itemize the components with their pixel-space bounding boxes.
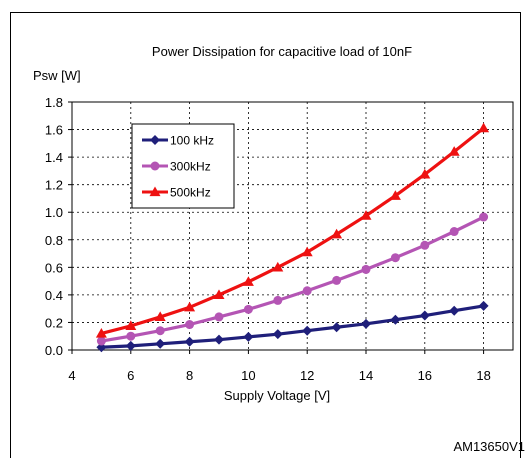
y-tick-label: 1.8 — [45, 95, 63, 110]
chart-title: Power Dissipation for capacitive load of… — [152, 44, 412, 59]
x-tick-label: 12 — [300, 368, 314, 383]
y-tick-label: 1.2 — [45, 178, 63, 193]
figure-id: AM13650V1 — [453, 439, 525, 454]
data-point — [449, 305, 460, 316]
y-tick-label: 1.0 — [45, 205, 63, 220]
data-point — [390, 253, 400, 263]
data-point — [390, 314, 401, 325]
series-line — [101, 215, 485, 343]
figure-frame — [10, 12, 521, 458]
series-0 — [96, 300, 489, 353]
y-axis-label: Psw [W] — [33, 68, 81, 83]
legend-label: 300kHz — [170, 160, 211, 174]
plot-area — [71, 101, 514, 351]
data-point — [360, 210, 372, 220]
data-point — [214, 312, 224, 322]
data-point — [332, 275, 342, 285]
data-point — [479, 212, 489, 222]
data-point — [389, 190, 401, 200]
data-point — [184, 336, 195, 347]
y-tick-label: 0.8 — [45, 233, 63, 248]
axis-ticks: 4 6 8 10 12 14 16 18 0.0 0.2 0.4 0.6 0.8 1.0 1.2 1.4 1.6… — [45, 95, 491, 383]
data-point — [242, 276, 254, 286]
x-axis-label: Supply Voltage [V] — [224, 388, 330, 403]
data-point — [125, 320, 137, 331]
data-point — [273, 295, 283, 305]
data-point — [96, 336, 106, 346]
data-point — [478, 300, 489, 311]
legend-item: 500kHz — [142, 186, 211, 200]
data-point — [302, 286, 312, 296]
series-line — [101, 304, 484, 349]
data-point — [243, 331, 254, 342]
legend-item: 300kHz — [142, 160, 211, 174]
data-point — [419, 310, 430, 321]
data-point — [272, 329, 283, 340]
data-point — [185, 320, 195, 330]
data-point — [214, 334, 224, 345]
y-tick-label: 0.0 — [45, 343, 63, 358]
legend-marker — [149, 186, 161, 197]
data-point — [331, 228, 343, 239]
x-tick-label: 10 — [241, 368, 255, 383]
data-point — [125, 340, 136, 351]
legend-item: 100 kHz — [142, 134, 214, 148]
legend-label: 500kHz — [170, 186, 211, 200]
y-tick-label: 1.6 — [45, 123, 63, 138]
series-1 — [96, 212, 489, 346]
x-tick-label: 14 — [359, 368, 373, 383]
y-tick-label: 0.2 — [45, 315, 63, 330]
series-2 — [95, 122, 490, 338]
data-point — [301, 246, 313, 257]
data-point — [448, 146, 460, 156]
data-point — [155, 326, 165, 336]
x-tick-label: 6 — [127, 368, 134, 383]
data-point — [243, 304, 253, 314]
data-point — [302, 325, 313, 336]
x-tick-label: 4 — [68, 368, 75, 383]
data-point — [361, 264, 371, 274]
data-point — [184, 301, 196, 312]
data-point — [95, 327, 107, 338]
data-point — [213, 289, 225, 300]
y-tick-label: 0.6 — [45, 260, 63, 275]
x-tick-label: 18 — [476, 368, 490, 383]
data-point — [361, 318, 371, 329]
y-tick-label: 0.4 — [45, 288, 63, 303]
data-point — [154, 311, 166, 322]
legend-marker — [150, 161, 160, 171]
y-tick-label: 1.4 — [45, 150, 63, 165]
data-point — [155, 338, 166, 349]
legend: 100 kHz 300kHz 500kHz — [131, 123, 235, 209]
data-point — [478, 122, 490, 133]
data-point — [272, 261, 284, 272]
legend-label: 100 kHz — [170, 134, 214, 148]
data-point — [331, 322, 342, 333]
data-point — [449, 227, 459, 237]
legend-marker — [150, 135, 160, 145]
data-point — [419, 168, 431, 179]
series-lines — [95, 122, 490, 353]
data-point — [126, 331, 136, 341]
data-point — [420, 240, 430, 250]
x-tick-label: 8 — [186, 368, 193, 383]
x-tick-label: 16 — [418, 368, 432, 383]
